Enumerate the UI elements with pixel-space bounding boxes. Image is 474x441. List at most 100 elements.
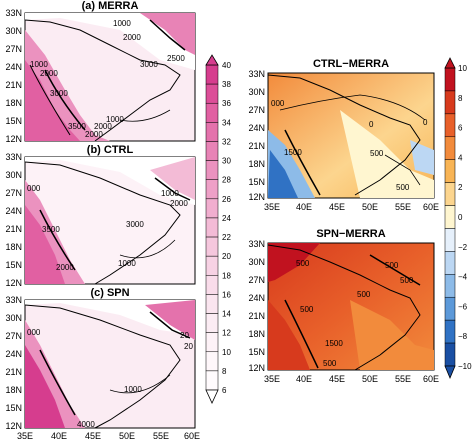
panel-ctrl: (b) CTRL 000 1000 3000 2000 3500 2000 10… [5,144,196,288]
colorbar-swatch [205,179,219,200]
y-tick-label: 21N [248,311,265,321]
panel-title: (c) SPN [90,287,129,299]
colorbar-swatch [205,236,219,257]
x-tick-label: 50E [362,374,378,384]
y-tick-label: 15N [5,403,22,413]
contour-label: 500 [396,183,410,192]
colorbar-swatch [205,198,219,219]
colorbar-label: 20 [222,252,231,261]
y-tick-label: 15N [5,260,22,270]
x-tick-label: 60E [423,374,439,384]
contour-label: 1500 [284,148,302,157]
colorbar-label: 36 [222,99,231,108]
x-tick-label: 55E [395,374,411,384]
colorbar-label: 34 [222,118,231,127]
panel-title: (b) CTRL [87,144,134,156]
colorbar-swatch [205,351,219,372]
contour-label: 500 [400,276,414,285]
colorbar-label: −2 [458,243,468,252]
contour-label: 0 [423,118,428,127]
colorbar-swatch [205,141,219,161]
colorbar-swatch [444,251,456,275]
y-tick-label: 24N [5,62,22,72]
contour-label: 3000 [140,60,158,69]
y-tick-label: 12N [5,134,22,144]
contour-label: 500 [385,261,399,270]
y-tick-label: 21N [5,367,22,377]
panel-title: CTRL−MERRA [313,58,389,70]
contour-label: 20 [184,342,193,351]
colorbar-label: −8 [458,332,468,341]
colorbar-swatch [205,275,219,295]
colorbar-label: 38 [222,80,231,89]
colorbar-bottom-arrow [205,389,219,404]
colorbar-label: 16 [222,290,231,299]
colorbar-swatch [444,90,456,115]
contour-label: 1000 [106,115,124,124]
x-tick-label: 50E [362,202,378,212]
colorbar-swatch [205,83,219,104]
colorbar-swatch [444,274,456,298]
contour-label: 3000 [126,220,144,229]
y-tick-label: 15N [248,347,265,357]
contour-label: 3500 [68,122,86,131]
y-tick-label: 12N [5,421,22,431]
colorbar-top-arrow [444,57,456,69]
contour-label: 2000 [170,199,188,208]
colorbar-bottom-arrow [444,365,456,380]
colorbar-label: 12 [222,329,231,338]
y-tick-label: 30N [248,257,265,267]
contour-label: 1500 [325,339,343,348]
y-tick-label: 15N [248,177,265,187]
colorbar-swatch [444,205,456,229]
contour-label: 2000 [123,33,141,42]
contour-label: 2000 [40,69,58,78]
colorbar-label: 14 [222,310,231,319]
contour-label: 1000 [30,60,48,69]
colorbar-top-arrow [205,54,219,66]
colorbar-label: −6 [458,302,468,311]
y-tick-label: 27N [248,105,265,115]
contour-label: 000 [27,328,41,337]
y-tick-label: 18N [5,98,22,108]
contour-label: 20 [180,331,189,340]
contour-label: 2000 [56,263,74,272]
y-tick-label: 21N [5,80,22,90]
x-tick-label: 40E [296,374,312,384]
contour-label: 500 [357,290,371,299]
colorbar-label: 30 [222,157,231,166]
contour-label: 500 [296,259,310,268]
panel-merra: (a) MERRA 1000 2000 3000 2500 1000 2000 … [5,0,196,144]
colorbar-swatch [205,294,219,314]
y-tick-label: 27N [248,275,265,285]
colorbar-label: 6 [222,386,227,395]
colorbar-label: 4 [458,153,463,162]
x-tick-label: 35E [264,202,280,212]
contour-label: 500 [370,149,384,158]
x-tick-label: 35E [17,431,33,441]
y-tick-label: 24N [248,293,265,303]
y-tick-label: 33N [248,239,265,249]
colorbar-swatch [205,217,219,238]
contour-label: 500 [300,305,314,314]
colorbar-swatch [205,370,219,391]
colorbar-label: 6 [458,124,463,133]
colorbar-swatch [205,122,219,142]
colorbar-swatch [205,313,219,333]
y-tick-label: 30N [5,26,22,36]
x-tick-label: 40E [296,202,312,212]
colorbar-label: 10 [458,64,467,73]
y-tick-label: 21N [5,224,22,234]
colorbar-label: 8 [222,367,227,376]
x-tick-label: 35E [264,374,280,384]
colorbar-label: 26 [222,195,231,204]
panel-ctrl-minus-merra: CTRL−MERRA 000 0 1500 500 500 0 33N 30N … [248,58,439,212]
colorbar-swatch [444,67,456,92]
colorbar-label: −4 [458,273,468,282]
colorbar-swatch [444,159,456,183]
contour-label: 4000 [77,420,95,429]
x-tick-label: 55E [395,202,411,212]
colorbar-label: 22 [222,233,231,242]
y-tick-label: 24N [248,123,265,133]
colorbar-label: 8 [458,94,463,103]
